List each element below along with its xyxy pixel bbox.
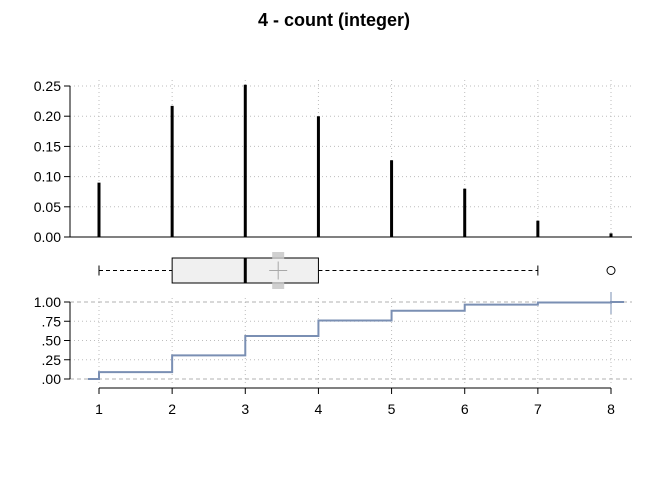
boxplot-panel [98, 252, 616, 289]
chart-title: 4 - count (integer) [258, 10, 410, 30]
ecdf-y-tick-label: 1.00 [34, 294, 61, 310]
ecdf-y-tick-label: .50 [42, 333, 62, 349]
ecdf-step-line [88, 301, 624, 380]
x-tick-label: 5 [388, 401, 396, 417]
pmf-y-tick-label: 0.25 [34, 78, 61, 94]
ecdf-panel: .00 .25 .50 .75 1.00 [34, 292, 632, 387]
x-tick-label: 2 [168, 401, 176, 417]
box-outlier [606, 266, 616, 275]
ecdf-y-tick-label: .00 [42, 371, 62, 387]
x-axis: 1 2 3 4 5 6 7 8 [95, 387, 615, 417]
pmf-panel: 0.00 0.05 0.10 0.15 0.20 0.25 [34, 78, 632, 245]
pmf-y-tick-label: 0.00 [34, 229, 61, 245]
x-tick-label: 4 [315, 401, 323, 417]
x-tick-label: 3 [241, 401, 249, 417]
x-tick-label: 6 [461, 401, 469, 417]
x-tick-label: 7 [534, 401, 542, 417]
pmf-y-tick-label: 0.05 [34, 199, 61, 215]
pmf-y-tick-label: 0.15 [34, 138, 61, 154]
ecdf-y-tick-label: .25 [42, 352, 62, 368]
x-tick-label: 1 [95, 401, 103, 417]
ecdf-y-tick-label: .75 [42, 313, 62, 329]
pmf-y-tick-label: 0.10 [34, 169, 61, 185]
x-tick-label: 8 [607, 401, 615, 417]
pmf-y-tick-label: 0.20 [34, 108, 61, 124]
